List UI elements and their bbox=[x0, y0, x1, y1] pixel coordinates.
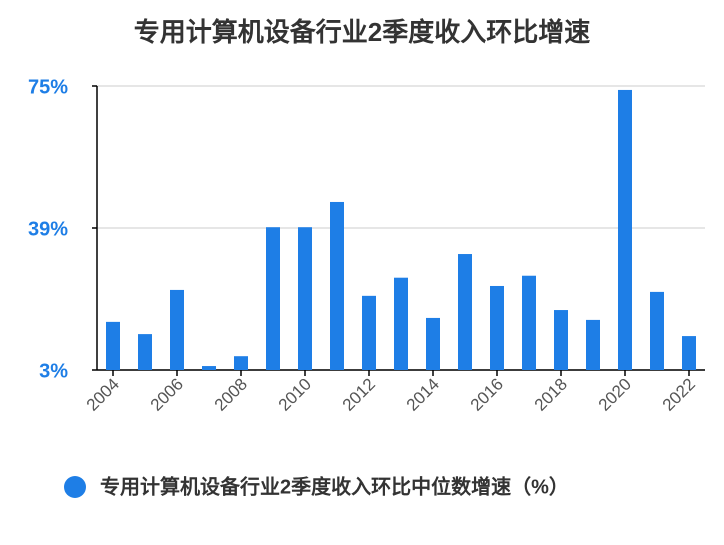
bar bbox=[682, 336, 696, 370]
x-tick-label: 2006 bbox=[147, 375, 187, 415]
bar bbox=[490, 285, 504, 370]
bar bbox=[266, 227, 280, 370]
bar bbox=[618, 89, 632, 370]
x-tick-label: 2014 bbox=[403, 375, 443, 415]
x-tick-label: 2022 bbox=[659, 375, 699, 415]
legend-marker bbox=[64, 476, 86, 498]
bar bbox=[522, 275, 536, 370]
y-tick-label: 75% bbox=[28, 76, 68, 98]
bar bbox=[170, 289, 184, 370]
bar bbox=[138, 334, 152, 370]
bar bbox=[554, 310, 568, 370]
bar bbox=[394, 277, 408, 370]
bar bbox=[298, 227, 312, 370]
bar bbox=[234, 356, 248, 370]
x-tick-label: 2016 bbox=[467, 375, 507, 415]
x-tick-label: 2004 bbox=[83, 375, 123, 415]
x-tick-label: 2020 bbox=[595, 375, 635, 415]
chart-title: 专用计算机设备行业2季度收入环比增速 bbox=[134, 17, 590, 47]
legend-label: 专用计算机设备行业2季度收入环比中位数增速（%） bbox=[100, 474, 569, 498]
bar bbox=[106, 321, 120, 370]
bar bbox=[362, 295, 376, 370]
y-tick-label: 39% bbox=[28, 218, 68, 240]
x-tick-label: 2010 bbox=[275, 375, 315, 415]
bar bbox=[586, 319, 600, 370]
bar bbox=[330, 201, 344, 370]
x-tick-label: 2018 bbox=[531, 375, 571, 415]
bar bbox=[650, 291, 664, 370]
y-tick-label: 3% bbox=[39, 360, 68, 382]
bar bbox=[426, 317, 440, 370]
x-tick-label: 2008 bbox=[211, 375, 251, 415]
x-tick-label: 2012 bbox=[339, 375, 379, 415]
bar bbox=[458, 254, 472, 370]
bar bbox=[202, 366, 216, 370]
